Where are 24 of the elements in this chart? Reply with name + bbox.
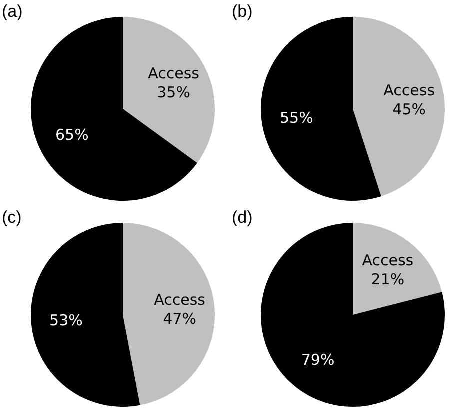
data-label: 55% <box>280 108 314 127</box>
pie-slice <box>353 17 445 196</box>
slice-label: Access <box>148 64 200 83</box>
data-label: 79% <box>301 351 335 370</box>
pie-slice <box>123 223 215 406</box>
data-label: 35% <box>157 84 190 102</box>
chart-title: (b) <box>232 2 253 22</box>
data-label: 65% <box>56 126 89 144</box>
slice-label: Access <box>154 291 206 310</box>
pie-slice <box>353 223 442 315</box>
pie-slice <box>123 17 215 164</box>
pie-slice <box>261 223 445 407</box>
chart-title: (a) <box>2 2 23 22</box>
pie-slice <box>31 223 140 407</box>
pie-slice <box>31 17 198 201</box>
slice-label: Access <box>362 251 414 270</box>
data-label: 21% <box>371 270 405 288</box>
data-label: 47% <box>163 310 196 328</box>
pie-slice <box>261 17 382 201</box>
chart-title: (c) <box>2 208 22 228</box>
data-label: 53% <box>50 311 83 330</box>
slice-label: Access <box>384 82 436 100</box>
chart-title: (d) <box>232 208 253 228</box>
data-label: 45% <box>392 100 426 119</box>
